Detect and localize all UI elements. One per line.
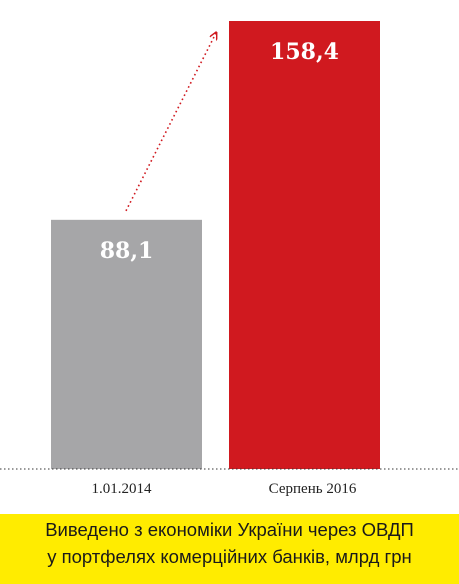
chart-caption: Виведено з економіки України через ОВДП … bbox=[0, 514, 459, 584]
bar-1 bbox=[51, 219, 202, 469]
caption-line-2: у портфелях комерційних банків, млрд грн bbox=[47, 546, 412, 567]
caption-line-1: Виведено з економіки України через ОВДП bbox=[45, 519, 414, 540]
category-label-2: Серпень 2016 bbox=[269, 481, 357, 497]
bar-chart: 88,1 158,4 1.01.2014 Серпень 2016 bbox=[0, 21, 459, 497]
category-label-1: 1.01.2014 bbox=[92, 481, 153, 497]
bar-2 bbox=[229, 21, 380, 469]
trend-arrow bbox=[125, 33, 216, 212]
value-label-2: 158,4 bbox=[270, 39, 339, 65]
value-label-1: 88,1 bbox=[100, 238, 154, 264]
